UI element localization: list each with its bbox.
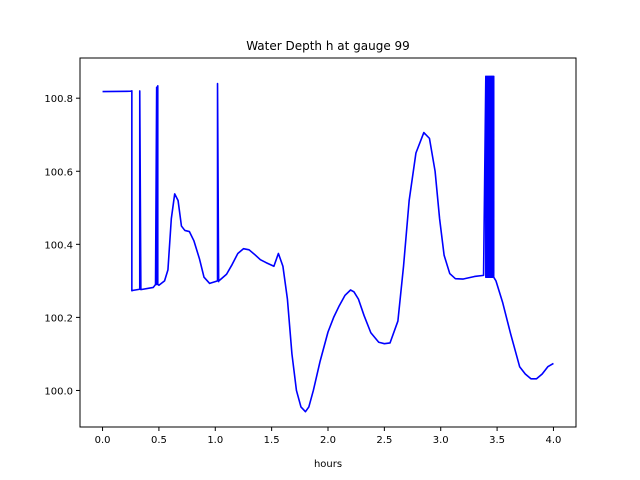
chart-title: Water Depth h at gauge 99 bbox=[246, 39, 410, 53]
x-tick-label: 2.0 bbox=[320, 435, 336, 446]
axes-frame bbox=[79, 57, 577, 428]
x-tick-label: 0.0 bbox=[95, 435, 111, 446]
x-tick-label: 3.5 bbox=[489, 435, 505, 446]
y-tick-label: 100.2 bbox=[44, 313, 73, 324]
y-tick-label: 100.8 bbox=[44, 94, 73, 105]
y-tick-label: 100.0 bbox=[44, 386, 73, 397]
x-tick-label: 3.0 bbox=[433, 435, 449, 446]
y-tick-label: 100.4 bbox=[44, 240, 73, 251]
x-tick-label: 0.5 bbox=[151, 435, 167, 446]
x-tick-label: 2.5 bbox=[376, 435, 392, 446]
x-axis-label: hours bbox=[314, 459, 342, 470]
plot-area bbox=[102, 75, 554, 413]
series-line-0 bbox=[102, 75, 554, 413]
x-tick-label: 4.0 bbox=[546, 435, 562, 446]
x-tick-label: 1.5 bbox=[264, 435, 280, 446]
x-tick-label: 1.0 bbox=[207, 435, 223, 446]
y-tick-label: 100.6 bbox=[44, 167, 73, 178]
axis-ticks: 0.0 0.5 1.0 1.5 2.0 2.5 3.0 3.5 4.0 100.0 100.2 100… bbox=[44, 94, 561, 446]
